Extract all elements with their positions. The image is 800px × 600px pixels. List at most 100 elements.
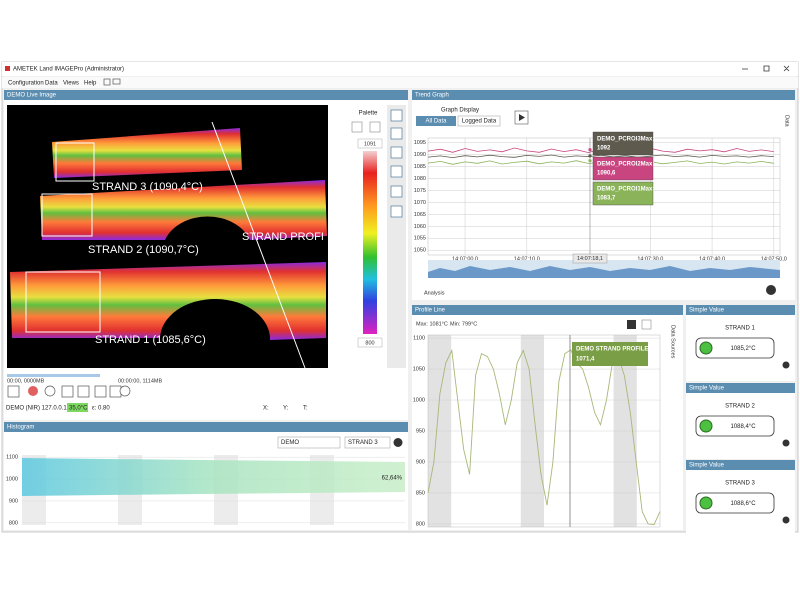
x-tick-label: 14:07:00,0 <box>452 256 478 262</box>
roi-value: 1088,6°C <box>730 501 756 507</box>
x-tick-label: 14:07:10,0 <box>514 256 540 262</box>
tool-button[interactable] <box>641 319 652 330</box>
settings-button[interactable] <box>782 516 790 524</box>
profile-max: Max: 1081°C <box>416 321 448 327</box>
tool-button[interactable] <box>77 385 90 398</box>
play-icon <box>519 114 525 121</box>
menu-item[interactable]: Help <box>84 81 97 87</box>
settings-button[interactable] <box>119 385 131 397</box>
side-tab[interactable]: Data <box>784 115 790 128</box>
y-tick-label: 1090 <box>414 152 426 158</box>
tool-button[interactable] <box>109 385 122 398</box>
record-button[interactable] <box>28 386 38 396</box>
tool-button[interactable] <box>390 205 403 218</box>
source-dropdown[interactable] <box>277 436 341 449</box>
y-tick-label: 1000 <box>413 397 425 403</box>
readout-marker <box>588 154 592 158</box>
histogram-band <box>22 458 405 496</box>
side-tab[interactable]: Data Sources <box>670 325 676 359</box>
coord-label: X: <box>263 406 269 412</box>
source-label: DEMO (NIR) 127.0.0.1 <box>6 406 67 412</box>
window-controls[interactable] <box>742 65 790 72</box>
y-tick-label: 1050 <box>414 248 426 254</box>
time-end: 00:00:00, 1114MB <box>118 378 162 384</box>
strand-3 <box>52 128 242 178</box>
play-button[interactable] <box>7 385 20 398</box>
roi-box[interactable] <box>55 142 95 182</box>
palette-min-box[interactable] <box>357 337 383 348</box>
readout-box <box>592 131 654 156</box>
palette-max-box[interactable] <box>357 138 383 149</box>
temperature-badge <box>67 403 88 412</box>
readout-marker <box>588 159 592 163</box>
analysis-toggle[interactable]: Analysis <box>424 290 445 296</box>
x-tick-label: 14:07:50,0 <box>761 256 787 262</box>
window-title: AMETEK Land IMAGEPro (Administrator) <box>13 67 124 73</box>
readout-box <box>592 156 654 181</box>
tool-button[interactable] <box>390 146 403 159</box>
profile-readout-name: DEMO STRAND PROFILE: <box>576 347 650 353</box>
roi-name: STRAND 2 <box>725 404 755 410</box>
tool-button[interactable] <box>94 385 107 398</box>
strand-2 <box>40 180 327 240</box>
y-tick-label: 900 <box>9 498 18 504</box>
panel-header <box>686 305 795 315</box>
settings-button[interactable] <box>782 439 790 447</box>
roi-label: STRAND 3 (1090,4°C) <box>92 181 203 193</box>
side-toolbar-icons <box>390 109 403 218</box>
all-data-button[interactable] <box>416 116 456 126</box>
panel-header <box>412 305 683 315</box>
y-tick-label: 1055 <box>414 236 426 242</box>
menu-item[interactable]: Views <box>63 81 79 87</box>
readout-marker <box>588 148 592 152</box>
graph-display-label: Graph Display <box>441 108 479 114</box>
y-tick-label: 1080 <box>414 176 426 182</box>
menu-item[interactable]: Configuration <box>8 81 44 87</box>
profile-min: Min: 799°C <box>450 321 477 327</box>
profile-line[interactable] <box>211 121 306 369</box>
y-tick-label: 900 <box>416 459 425 465</box>
tool-button[interactable] <box>390 109 403 122</box>
tool-button[interactable] <box>390 185 403 198</box>
cursor-label: 14:07:18,1 <box>577 256 603 262</box>
tool-button[interactable] <box>390 127 403 140</box>
tool-button[interactable] <box>390 165 403 178</box>
panel-title: Simple Value <box>689 308 725 314</box>
tool-button[interactable] <box>44 385 56 397</box>
settings-button[interactable] <box>393 438 403 447</box>
palette-button[interactable] <box>369 121 381 133</box>
y-tick-label: 1000 <box>6 477 18 483</box>
value-box <box>695 415 775 437</box>
coord-label: Y: <box>283 406 289 412</box>
palette-bar <box>363 151 377 334</box>
menu-item[interactable]: Data <box>45 81 58 87</box>
trend-readouts: DEMO_PCROI3Max: 1092 DEMO_PCROI2Max: 1090,6… <box>588 131 654 206</box>
readout-name: DEMO_PCROI1Max: <box>597 187 654 193</box>
readout-box <box>592 181 654 206</box>
title-bar <box>2 62 798 76</box>
tool-button[interactable] <box>61 385 74 398</box>
palette-max: 1091 <box>364 141 376 147</box>
toolbar-icon[interactable] <box>112 78 121 85</box>
readout-name: DEMO_PCROI2Max: <box>597 162 654 168</box>
toolbar-icon[interactable] <box>103 78 111 86</box>
settings-button[interactable] <box>627 320 636 329</box>
logged-data-button[interactable] <box>457 115 501 127</box>
y-tick-label: 1085 <box>414 164 426 170</box>
roi-box[interactable] <box>41 193 93 237</box>
panel-header <box>4 90 408 100</box>
y-tick-label: 1070 <box>414 200 426 206</box>
readout-value: 1083,7 <box>597 196 616 202</box>
y-tick-label: 1060 <box>414 224 426 230</box>
palette-button[interactable] <box>351 121 363 133</box>
playback-controls <box>7 385 131 398</box>
roi-dropdown[interactable] <box>344 436 391 449</box>
settings-button[interactable] <box>782 361 790 369</box>
cursor-label-box[interactable] <box>572 253 608 264</box>
roi-box[interactable] <box>25 271 101 333</box>
y-tick-label: 1100 <box>413 336 425 342</box>
settings-button[interactable] <box>766 285 776 295</box>
panel-title: Simple Value <box>689 463 725 469</box>
